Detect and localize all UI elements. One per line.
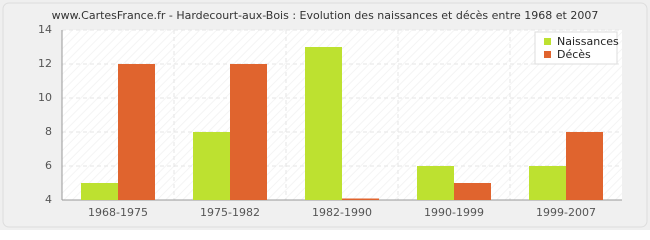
chart: www.CartesFrance.fr - Hardecourt-aux-Boi…	[0, 0, 650, 230]
bar	[454, 183, 491, 200]
bar	[118, 64, 155, 200]
bar	[81, 183, 118, 200]
legend-swatch	[544, 38, 551, 45]
y-tick-label: 14	[38, 23, 52, 36]
legend-swatch	[544, 51, 551, 58]
y-tick-label: 6	[45, 159, 52, 172]
bar	[417, 166, 454, 200]
chart-title: www.CartesFrance.fr - Hardecourt-aux-Boi…	[52, 9, 599, 22]
bar	[305, 47, 342, 200]
y-tick-label: 4	[45, 193, 52, 206]
y-tick-label: 12	[38, 57, 52, 70]
legend-label: Naissances	[557, 35, 619, 48]
x-tick-label: 1990-1999	[424, 206, 484, 219]
bar	[566, 132, 603, 200]
y-tick-label: 8	[45, 125, 52, 138]
legend-box	[534, 31, 618, 65]
bar	[230, 64, 267, 200]
bar	[193, 132, 230, 200]
x-tick-label: 1999-2007	[536, 206, 596, 219]
bar	[342, 198, 379, 200]
x-tick-label: 1982-1990	[312, 206, 372, 219]
bar	[529, 166, 566, 200]
y-tick-label: 10	[38, 91, 52, 104]
x-tick-label: 1968-1975	[88, 206, 148, 219]
x-tick-label: 1975-1982	[200, 206, 260, 219]
legend-label: Décès	[557, 48, 591, 61]
